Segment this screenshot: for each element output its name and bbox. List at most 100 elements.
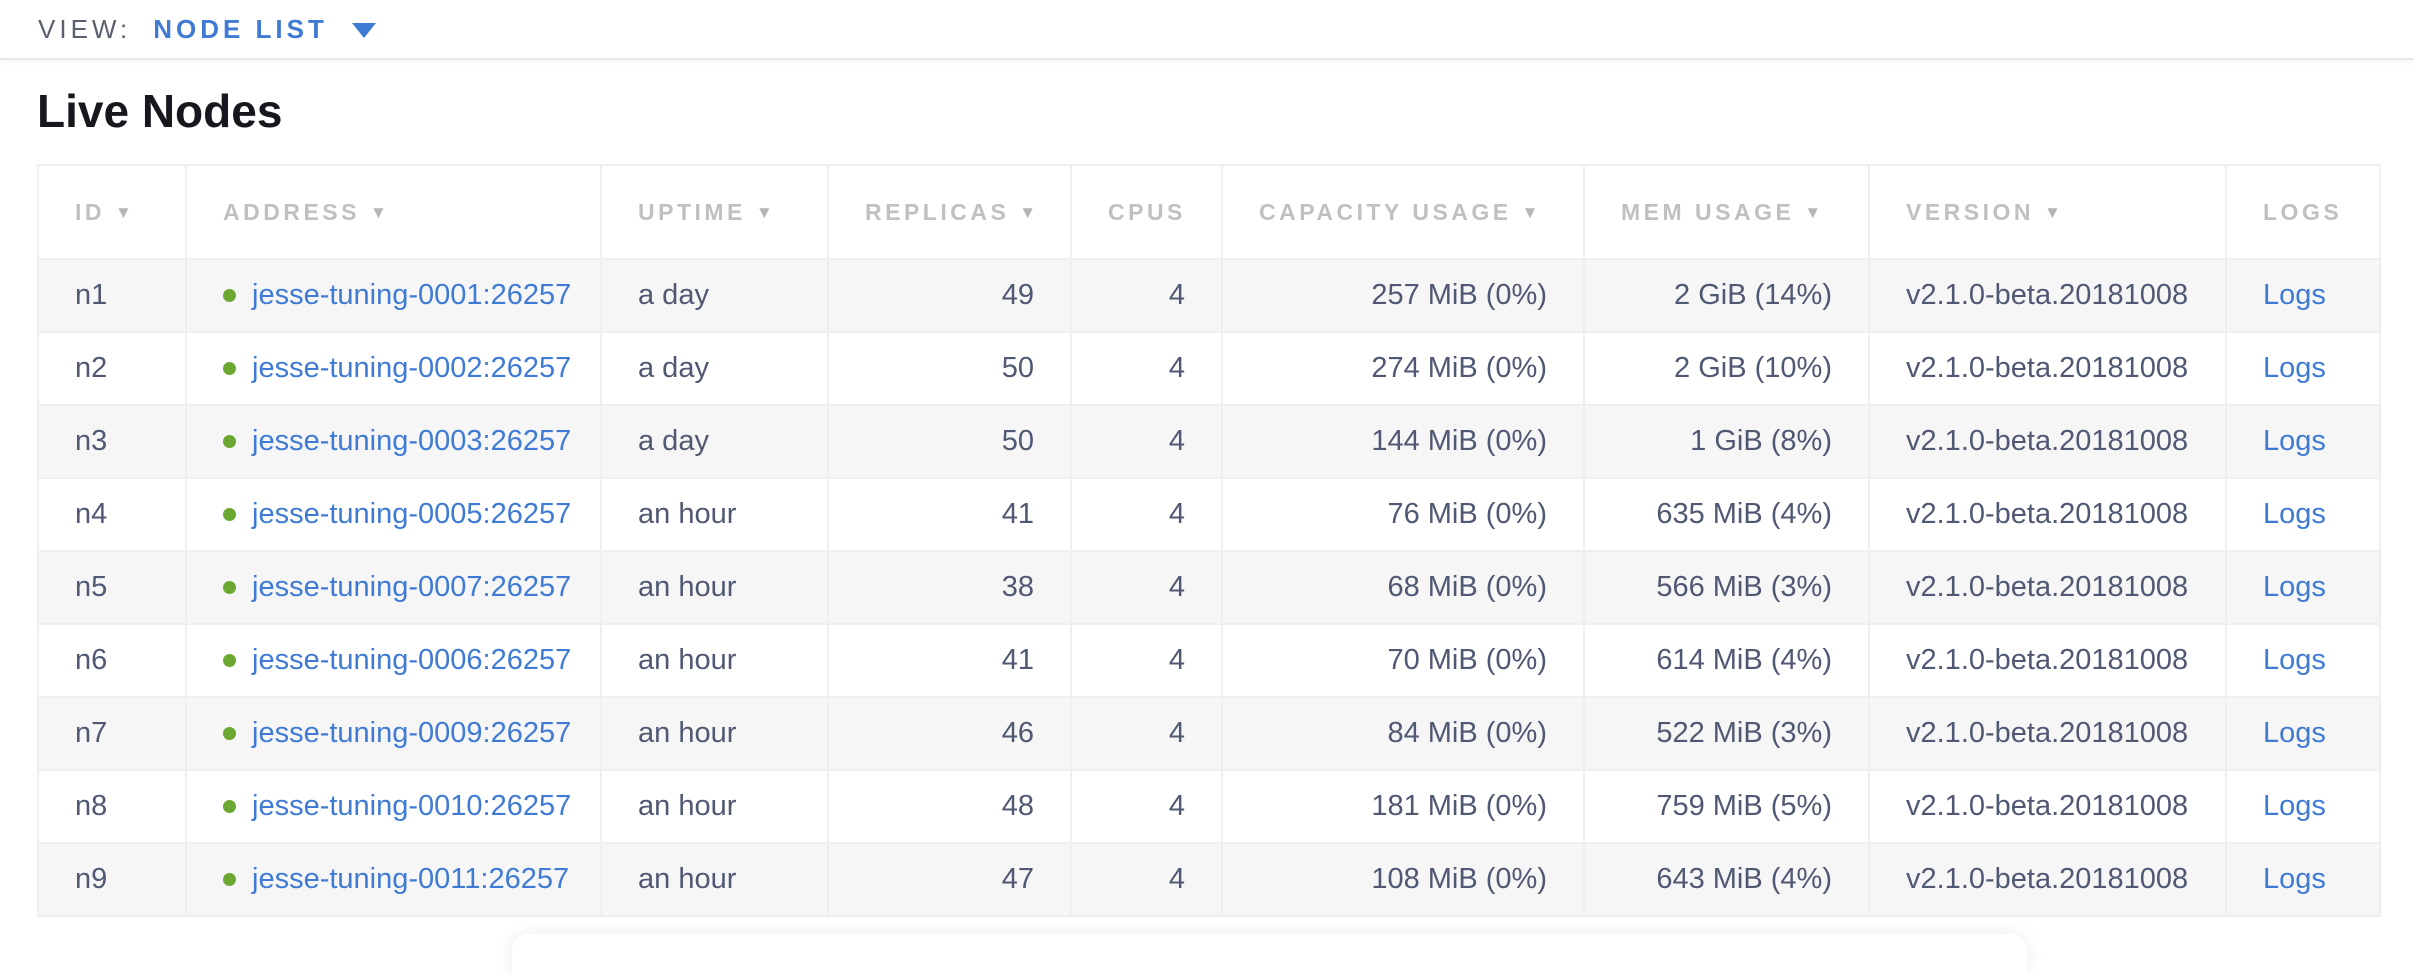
node-logs-link[interactable]: Logs xyxy=(2263,717,2326,749)
node-mem-usage-cell: 643 MiB (4%) xyxy=(1583,842,1870,917)
view-label: VIEW: xyxy=(38,13,132,44)
node-logs-link[interactable]: Logs xyxy=(2263,498,2326,530)
node-version-cell: v2.1.0-beta.20181008 xyxy=(1868,769,2227,844)
node-capacity-usage-cell: 181 MiB (0%) xyxy=(1221,769,1585,844)
node-replicas-cell: 48 xyxy=(827,769,1072,844)
node-id-cell: n7 xyxy=(37,696,187,771)
node-address-link[interactable]: jesse-tuning-0009:26257 xyxy=(252,717,572,749)
node-replicas-cell: 38 xyxy=(827,550,1072,625)
sort-desc-arrow-icon: ▼ xyxy=(1019,202,1040,222)
node-uptime-cell: a day xyxy=(600,258,829,333)
node-logs-link[interactable]: Logs xyxy=(2263,644,2326,676)
node-mem-usage-cell: 522 MiB (3%) xyxy=(1583,696,1870,771)
node-logs-link[interactable]: Logs xyxy=(2263,863,2326,895)
node-logs-link[interactable]: Logs xyxy=(2263,425,2326,457)
node-logs-cell: Logs xyxy=(2225,331,2381,406)
node-id-cell: n4 xyxy=(37,477,187,552)
node-address-cell: jesse-tuning-0010:26257 xyxy=(185,769,602,844)
live-nodes-table: ID ▼ Address ▼ Uptime ▼ Replicas ▼ CPUs Capacity … xyxy=(37,164,2381,917)
node-address-link[interactable]: jesse-tuning-0006:26257 xyxy=(252,644,572,676)
node-uptime-cell: an hour xyxy=(600,623,829,698)
live-nodes-table-body: n1 jesse-tuning-0001:26257 a day 49 4 25… xyxy=(37,258,2381,917)
node-address-link[interactable]: jesse-tuning-0011:26257 xyxy=(252,863,570,895)
column-header-logs: Logs xyxy=(2225,164,2381,260)
dropdown-caret-icon xyxy=(351,23,376,38)
column-header-label: Replicas xyxy=(865,198,1010,225)
node-live-status-icon xyxy=(223,435,236,448)
node-capacity-usage-cell: 144 MiB (0%) xyxy=(1221,404,1585,479)
node-id-cell: n6 xyxy=(37,623,187,698)
table-row: n3 jesse-tuning-0003:26257 a day 50 4 14… xyxy=(37,404,2381,479)
column-header-label: Uptime xyxy=(638,198,746,225)
node-capacity-usage-cell: 68 MiB (0%) xyxy=(1221,550,1585,625)
node-address-link[interactable]: jesse-tuning-0001:26257 xyxy=(252,279,572,311)
column-header-version[interactable]: Version ▼ xyxy=(1868,164,2227,260)
node-live-status-icon xyxy=(223,362,236,375)
table-row: n7 jesse-tuning-0009:26257 an hour 46 4 … xyxy=(37,696,2381,771)
node-logs-cell: Logs xyxy=(2225,842,2381,917)
column-header-label: CPUs xyxy=(1108,198,1186,225)
view-bar: VIEW: NODE LIST xyxy=(0,0,2414,60)
node-logs-cell: Logs xyxy=(2225,404,2381,479)
node-logs-link[interactable]: Logs xyxy=(2263,279,2326,311)
node-address-link[interactable]: jesse-tuning-0005:26257 xyxy=(252,498,572,530)
table-row: n4 jesse-tuning-0005:26257 an hour 41 4 … xyxy=(37,477,2381,552)
node-cpus-cell: 4 xyxy=(1070,696,1223,771)
node-logs-cell: Logs xyxy=(2225,258,2381,333)
column-header-cpus: CPUs xyxy=(1070,164,1223,260)
node-cpus-cell: 4 xyxy=(1070,331,1223,406)
node-logs-link[interactable]: Logs xyxy=(2263,790,2326,822)
next-section-shadow xyxy=(512,934,2027,974)
column-header-label: ID xyxy=(75,198,105,225)
node-replicas-cell: 41 xyxy=(827,477,1072,552)
node-replicas-cell: 47 xyxy=(827,842,1072,917)
sort-desc-arrow-icon: ▼ xyxy=(115,202,136,222)
node-version-cell: v2.1.0-beta.20181008 xyxy=(1868,550,2227,625)
node-mem-usage-cell: 1 GiB (8%) xyxy=(1583,404,1870,479)
column-header-replicas[interactable]: Replicas ▼ xyxy=(827,164,1072,260)
node-replicas-cell: 50 xyxy=(827,404,1072,479)
table-row: n2 jesse-tuning-0002:26257 a day 50 4 27… xyxy=(37,331,2381,406)
node-address-cell: jesse-tuning-0007:26257 xyxy=(185,550,602,625)
node-mem-usage-cell: 2 GiB (14%) xyxy=(1583,258,1870,333)
node-uptime-cell: an hour xyxy=(600,842,829,917)
node-address-cell: jesse-tuning-0003:26257 xyxy=(185,404,602,479)
node-live-status-icon xyxy=(223,727,236,740)
node-logs-link[interactable]: Logs xyxy=(2263,352,2326,384)
node-uptime-cell: an hour xyxy=(600,477,829,552)
column-header-address[interactable]: Address ▼ xyxy=(185,164,602,260)
node-logs-cell: Logs xyxy=(2225,550,2381,625)
sort-desc-arrow-icon: ▼ xyxy=(369,202,391,222)
node-address-link[interactable]: jesse-tuning-0007:26257 xyxy=(252,571,572,603)
node-cpus-cell: 4 xyxy=(1070,477,1223,552)
sort-desc-arrow-icon: ▼ xyxy=(1804,202,1825,222)
view-dropdown[interactable]: NODE LIST xyxy=(153,14,376,45)
node-uptime-cell: a day xyxy=(600,331,829,406)
node-logs-cell: Logs xyxy=(2225,623,2381,698)
column-header-id[interactable]: ID ▼ xyxy=(37,164,187,260)
node-mem-usage-cell: 635 MiB (4%) xyxy=(1583,477,1870,552)
node-replicas-cell: 50 xyxy=(827,331,1072,406)
node-capacity-usage-cell: 257 MiB (0%) xyxy=(1221,258,1585,333)
sort-desc-arrow-icon: ▼ xyxy=(1521,202,1542,222)
column-header-uptime[interactable]: Uptime ▼ xyxy=(600,164,829,260)
node-capacity-usage-cell: 108 MiB (0%) xyxy=(1221,842,1585,917)
sort-desc-arrow-icon: ▼ xyxy=(2044,202,2065,222)
node-id-cell: n1 xyxy=(37,258,187,333)
node-live-status-icon xyxy=(223,508,236,521)
column-header-mem[interactable]: Mem Usage ▼ xyxy=(1583,164,1870,260)
node-address-link[interactable]: jesse-tuning-0002:26257 xyxy=(252,352,572,384)
node-logs-link[interactable]: Logs xyxy=(2263,571,2326,603)
column-header-capacity[interactable]: Capacity Usage ▼ xyxy=(1221,164,1585,260)
sort-desc-arrow-icon: ▼ xyxy=(755,202,777,222)
node-address-cell: jesse-tuning-0011:26257 xyxy=(185,842,602,917)
node-address-cell: jesse-tuning-0006:26257 xyxy=(185,623,602,698)
node-cpus-cell: 4 xyxy=(1070,258,1223,333)
node-mem-usage-cell: 614 MiB (4%) xyxy=(1583,623,1870,698)
column-header-label: Mem Usage xyxy=(1621,198,1795,225)
node-capacity-usage-cell: 70 MiB (0%) xyxy=(1221,623,1585,698)
page-title: Live Nodes xyxy=(37,85,283,137)
node-mem-usage-cell: 759 MiB (5%) xyxy=(1583,769,1870,844)
node-address-link[interactable]: jesse-tuning-0003:26257 xyxy=(252,425,572,457)
node-address-link[interactable]: jesse-tuning-0010:26257 xyxy=(252,790,572,822)
